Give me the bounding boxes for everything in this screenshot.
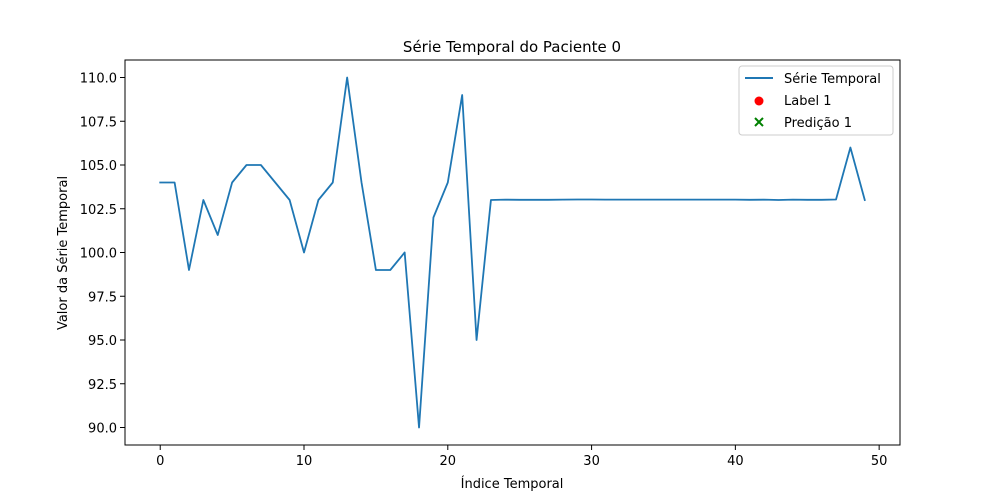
y-axis: 90.0 92.5 95.0 97.5 100.0 102.5 105.0 107.5 110.… [80,72,125,437]
x-tick-label: 20 [440,454,457,469]
x-tick-label: 40 [727,454,744,469]
legend-x-marker [754,117,764,127]
y-tick-label: 102.5 [80,203,117,218]
legend-box [738,65,894,136]
plot-area [159,76,866,429]
y-tick-label: 90.0 [88,422,117,437]
legend: Série Temporal Label 1 Predição 1 [738,65,894,136]
y-tick-label: 100.0 [80,247,117,262]
legend-circle-marker [754,96,764,106]
x-tick-label: 10 [296,454,313,469]
y-tick-label: 110.0 [80,72,117,87]
y-tick-label: 95.0 [88,334,117,349]
y-tick-label: 107.5 [80,115,117,130]
x-tick-label: 30 [583,454,600,469]
x-axis: 0 10 20 30 40 50 [156,445,887,469]
y-tick-label: 105.0 [80,159,117,174]
legend-label-series: Série Temporal [784,72,881,87]
y-tick-label: 97.5 [88,290,117,305]
x-tick-label: 0 [156,454,164,469]
legend-label-predicao1: Predição 1 [784,116,852,131]
x-tick-label: 50 [871,454,888,469]
legend-label-label1: Label 1 [784,94,831,109]
y-axis-title: Valor da Série Temporal [56,176,71,330]
series-line [159,76,866,429]
chart-title: Série Temporal do Paciente 0 [403,38,621,56]
y-tick-label: 92.5 [88,378,117,393]
x-axis-title: Índice Temporal [461,476,564,492]
